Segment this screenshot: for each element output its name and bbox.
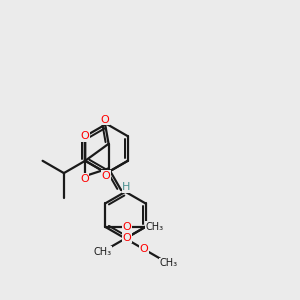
Text: O: O — [140, 244, 148, 254]
Text: O: O — [122, 233, 131, 243]
Text: CH₃: CH₃ — [94, 247, 112, 256]
Text: O: O — [122, 222, 131, 232]
Text: O: O — [101, 170, 110, 181]
Text: O: O — [100, 115, 109, 124]
Text: O: O — [80, 174, 89, 184]
Text: CH₃: CH₃ — [159, 258, 177, 268]
Text: O: O — [81, 131, 90, 141]
Text: H: H — [122, 182, 130, 192]
Text: CH₃: CH₃ — [146, 222, 164, 232]
